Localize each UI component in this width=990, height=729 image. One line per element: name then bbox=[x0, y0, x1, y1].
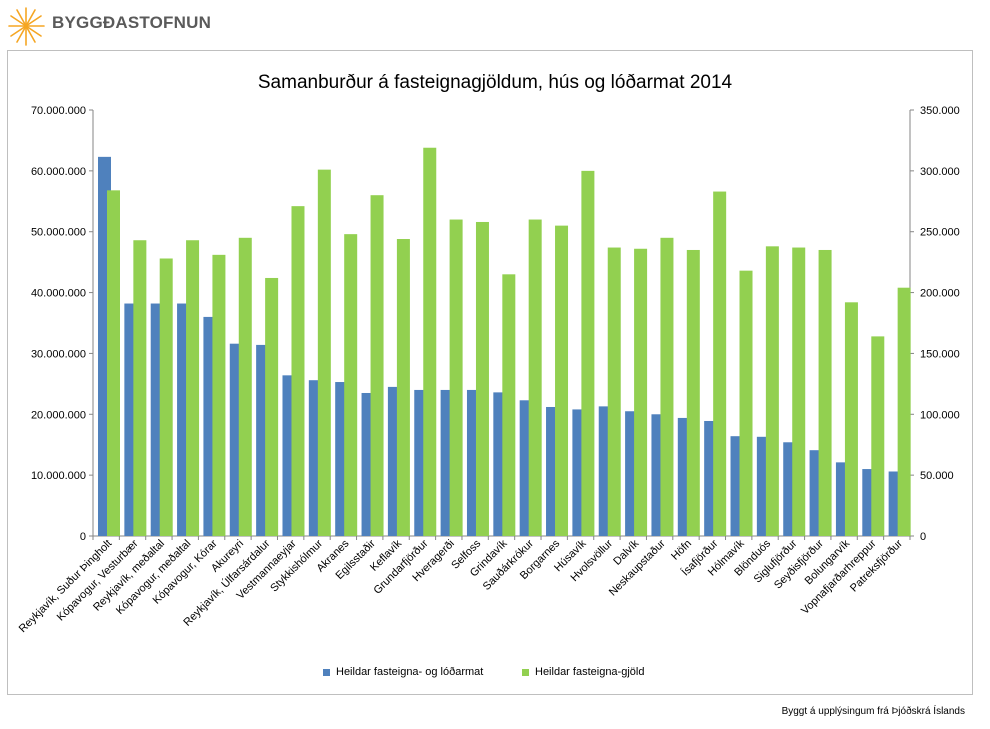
bar-fasteigna-gjold bbox=[317, 169, 331, 536]
legend-label-fasteigna-lodarmat: Heildar fasteigna- og lóðarmat bbox=[336, 666, 484, 678]
y-left-tick-label: 70.000.000 bbox=[31, 105, 86, 117]
y-left-tick-label: 30.000.000 bbox=[31, 348, 86, 360]
bar-fasteigna-gjold bbox=[686, 249, 700, 536]
bar-fasteigna-gjold bbox=[344, 234, 358, 537]
legend-swatch-green bbox=[522, 668, 529, 676]
y-right-tick-label: 300.000 bbox=[920, 166, 960, 178]
bar-fasteigna-gjold bbox=[897, 287, 911, 536]
y-right-tick-label: 50.000 bbox=[920, 470, 954, 482]
bar-fasteigna-gjold bbox=[186, 240, 200, 536]
chart-title: Samanburður á fasteignagjöldum, hús og l… bbox=[257, 72, 733, 93]
legend-swatch-blue bbox=[323, 668, 330, 676]
bar-fasteigna-gjold bbox=[528, 219, 542, 537]
y-left-tick-label: 60.000.000 bbox=[31, 166, 86, 178]
sunburst-logo-icon bbox=[8, 7, 45, 46]
bar-fasteigna-gjold bbox=[475, 221, 489, 536]
bar-fasteigna-gjold bbox=[107, 190, 120, 536]
bar-fasteigna-gjold bbox=[265, 277, 279, 536]
bar-fasteigna-gjold bbox=[133, 240, 147, 536]
bar-fasteigna-gjold bbox=[212, 254, 226, 536]
y-left-tick-label: 40.000.000 bbox=[31, 288, 86, 300]
y-left-tick-label: 0 bbox=[80, 531, 86, 543]
legend-item-fasteigna-gjold: Heildar fasteigna-gjöld bbox=[522, 666, 644, 678]
y-left-tick-label: 10.000.000 bbox=[31, 470, 86, 482]
bar-fasteigna-gjold bbox=[739, 270, 753, 536]
y-left-tick-label: 20.000.000 bbox=[31, 409, 86, 421]
bar-fasteigna-gjold bbox=[581, 170, 595, 536]
bar-fasteigna-gjold bbox=[449, 219, 463, 537]
bar-fasteigna-gjold bbox=[792, 247, 806, 536]
bar-fasteigna-gjold bbox=[607, 247, 621, 536]
legend-item-fasteigna-lodarmat: Heildar fasteigna- og lóðarmat bbox=[323, 666, 483, 678]
y-right-tick-label: 150.000 bbox=[920, 348, 960, 360]
y-right-tick-label: 200.000 bbox=[920, 288, 960, 300]
bar-fasteigna-gjold bbox=[423, 147, 437, 536]
bar-fasteigna-gjold bbox=[660, 237, 674, 537]
y-right-tick-label: 100.000 bbox=[920, 409, 960, 421]
legend-label-fasteigna-gjold: Heildar fasteigna-gjöld bbox=[535, 666, 645, 678]
bar-fasteigna-gjold bbox=[370, 195, 384, 536]
bar-fasteigna-gjold bbox=[396, 239, 410, 536]
y-right-tick-label: 350.000 bbox=[920, 105, 960, 117]
bar-fasteigna-gjold bbox=[555, 225, 569, 536]
bar-fasteigna-gjold bbox=[844, 302, 858, 536]
logo: BYGGÐASTOFNUN bbox=[8, 4, 288, 48]
bar-fasteigna-gjold bbox=[159, 258, 173, 536]
bar-fasteigna-gjold bbox=[291, 206, 305, 536]
bar-fasteigna-gjold bbox=[818, 249, 832, 536]
y-right-tick-label: 250.000 bbox=[920, 227, 960, 239]
bar-fasteigna-gjold bbox=[634, 248, 648, 537]
bar-fasteigna-gjold bbox=[502, 274, 516, 536]
bar-fasteigna-gjold bbox=[871, 336, 885, 536]
legend: Heildar fasteigna- og lóðarmat Heildar f… bbox=[0, 666, 990, 684]
source-note: Byggt á upplýsingum frá Þjóðskrá Íslands bbox=[781, 706, 965, 717]
y-right-tick-label: 0 bbox=[920, 531, 926, 543]
bar-fasteigna-gjold bbox=[713, 191, 727, 536]
bar-fasteigna-gjold bbox=[765, 246, 779, 536]
y-left-tick-label: 50.000.000 bbox=[31, 227, 86, 239]
logo-text: BYGGÐASTOFNUN bbox=[52, 13, 212, 32]
bar-fasteigna-gjold bbox=[238, 237, 252, 537]
